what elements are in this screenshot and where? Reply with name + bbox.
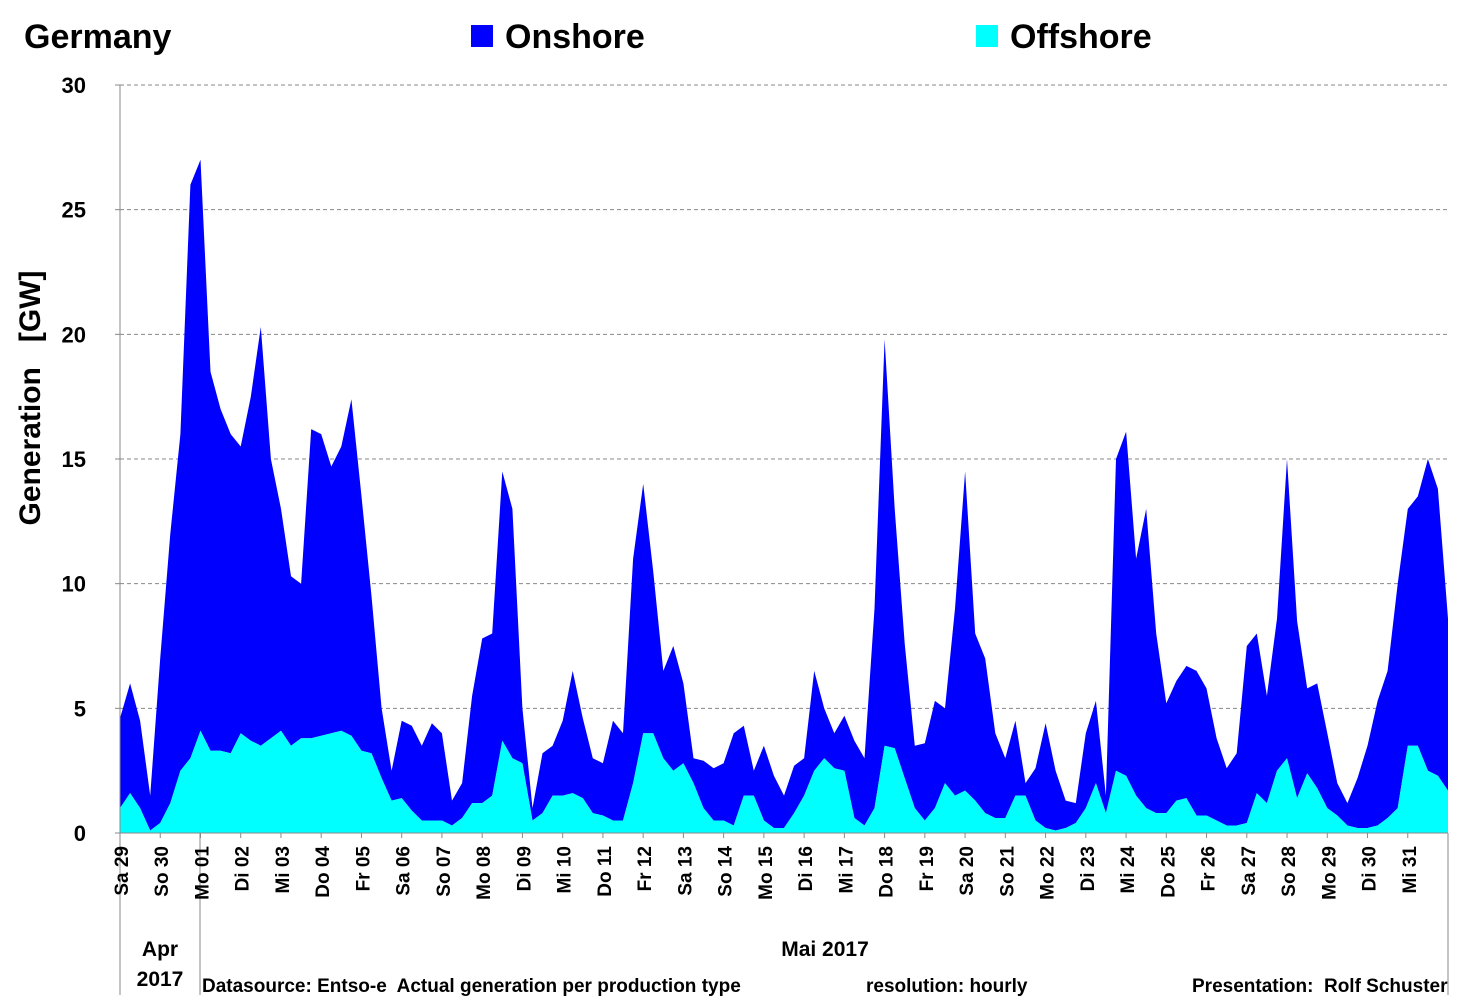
- month-label-mai: Mai 2017: [781, 938, 869, 961]
- footer-presentation: Presentation: Rolf Schuster: [1192, 976, 1448, 997]
- y-tick-label: 30: [62, 73, 86, 98]
- month-label-apr: Apr: [142, 938, 178, 961]
- x-tick-label: Do 04: [313, 846, 334, 898]
- month-label-apr-year: 2017: [137, 968, 184, 991]
- x-tick-label: Di 09: [514, 846, 535, 891]
- axes: [115, 84, 1449, 995]
- y-tick-label: 10: [62, 572, 86, 597]
- x-tick-label: Mo 01: [192, 846, 213, 900]
- legend-swatch-onshore: [471, 25, 493, 47]
- y-tick-label: 0: [74, 821, 86, 846]
- x-tick-label: Sa 20: [957, 846, 978, 896]
- y-tick-label: 20: [62, 322, 86, 347]
- x-tick-label: Di 23: [1078, 846, 1099, 891]
- x-tick-label: Do 25: [1158, 846, 1179, 898]
- y-axis-label: Generation [GW]: [14, 271, 47, 526]
- x-tick-label: Di 16: [796, 846, 817, 891]
- x-tick-label: Fr 26: [1199, 846, 1220, 891]
- x-tick-label: Mo 15: [756, 846, 777, 900]
- x-tick-label: So 28: [1279, 846, 1300, 897]
- x-tick-label: Mi 17: [836, 846, 857, 894]
- x-tick-label: Di 30: [1360, 846, 1381, 891]
- footer-datasource: Datasource: Entso-e Actual generation pe…: [202, 976, 741, 997]
- tick-labels: 0 5 10 15 20 25 30 Sa 29 So 30 Mo 01 Di 02 Mi 03 Do …: [62, 73, 1421, 900]
- x-tick-label: Di 02: [233, 846, 254, 891]
- area-onshore: [120, 159, 1448, 831]
- x-tick-label: Sa 13: [675, 846, 696, 896]
- legend-swatch-offshore: [976, 25, 998, 47]
- x-tick-label: Fr 05: [353, 846, 374, 892]
- x-tick-label: Fr 19: [917, 846, 938, 891]
- x-tick-label: Sa 27: [1239, 846, 1260, 896]
- x-tick-label: Mo 29: [1319, 846, 1340, 900]
- x-tick-label: Do 18: [877, 846, 898, 898]
- x-tick-label: Mi 31: [1400, 846, 1421, 894]
- chart-title: Germany: [24, 18, 171, 56]
- y-tick-label: 25: [62, 198, 86, 223]
- legend-label-onshore: Onshore: [505, 18, 645, 56]
- legend-label-offshore: Offshore: [1010, 18, 1152, 56]
- x-tick-label: Fr 12: [635, 846, 656, 891]
- x-tick-label: Mo 08: [474, 846, 495, 900]
- area-offshore: [120, 730, 1448, 833]
- x-tick-label: So 14: [716, 846, 737, 897]
- x-tick-label: Mo 22: [1038, 846, 1059, 900]
- y-tick-label: 5: [74, 696, 86, 721]
- x-tick-label: Sa 06: [394, 846, 415, 896]
- footer-resolution: resolution: hourly: [866, 976, 1028, 997]
- x-tick-label: So 21: [997, 846, 1018, 897]
- x-tick-label: Sa 29: [112, 846, 133, 896]
- x-tick-label: Do 11: [595, 846, 616, 897]
- x-tick-label: Mi 24: [1118, 846, 1139, 894]
- y-tick-label: 15: [62, 447, 86, 472]
- gridlines: [120, 84, 1448, 709]
- x-tick-label: So 30: [152, 846, 173, 897]
- x-tick-label: Mi 03: [273, 846, 294, 894]
- x-tick-label: So 07: [434, 846, 455, 897]
- x-tick-label: Mi 10: [555, 846, 576, 894]
- series-areas: [120, 159, 1448, 833]
